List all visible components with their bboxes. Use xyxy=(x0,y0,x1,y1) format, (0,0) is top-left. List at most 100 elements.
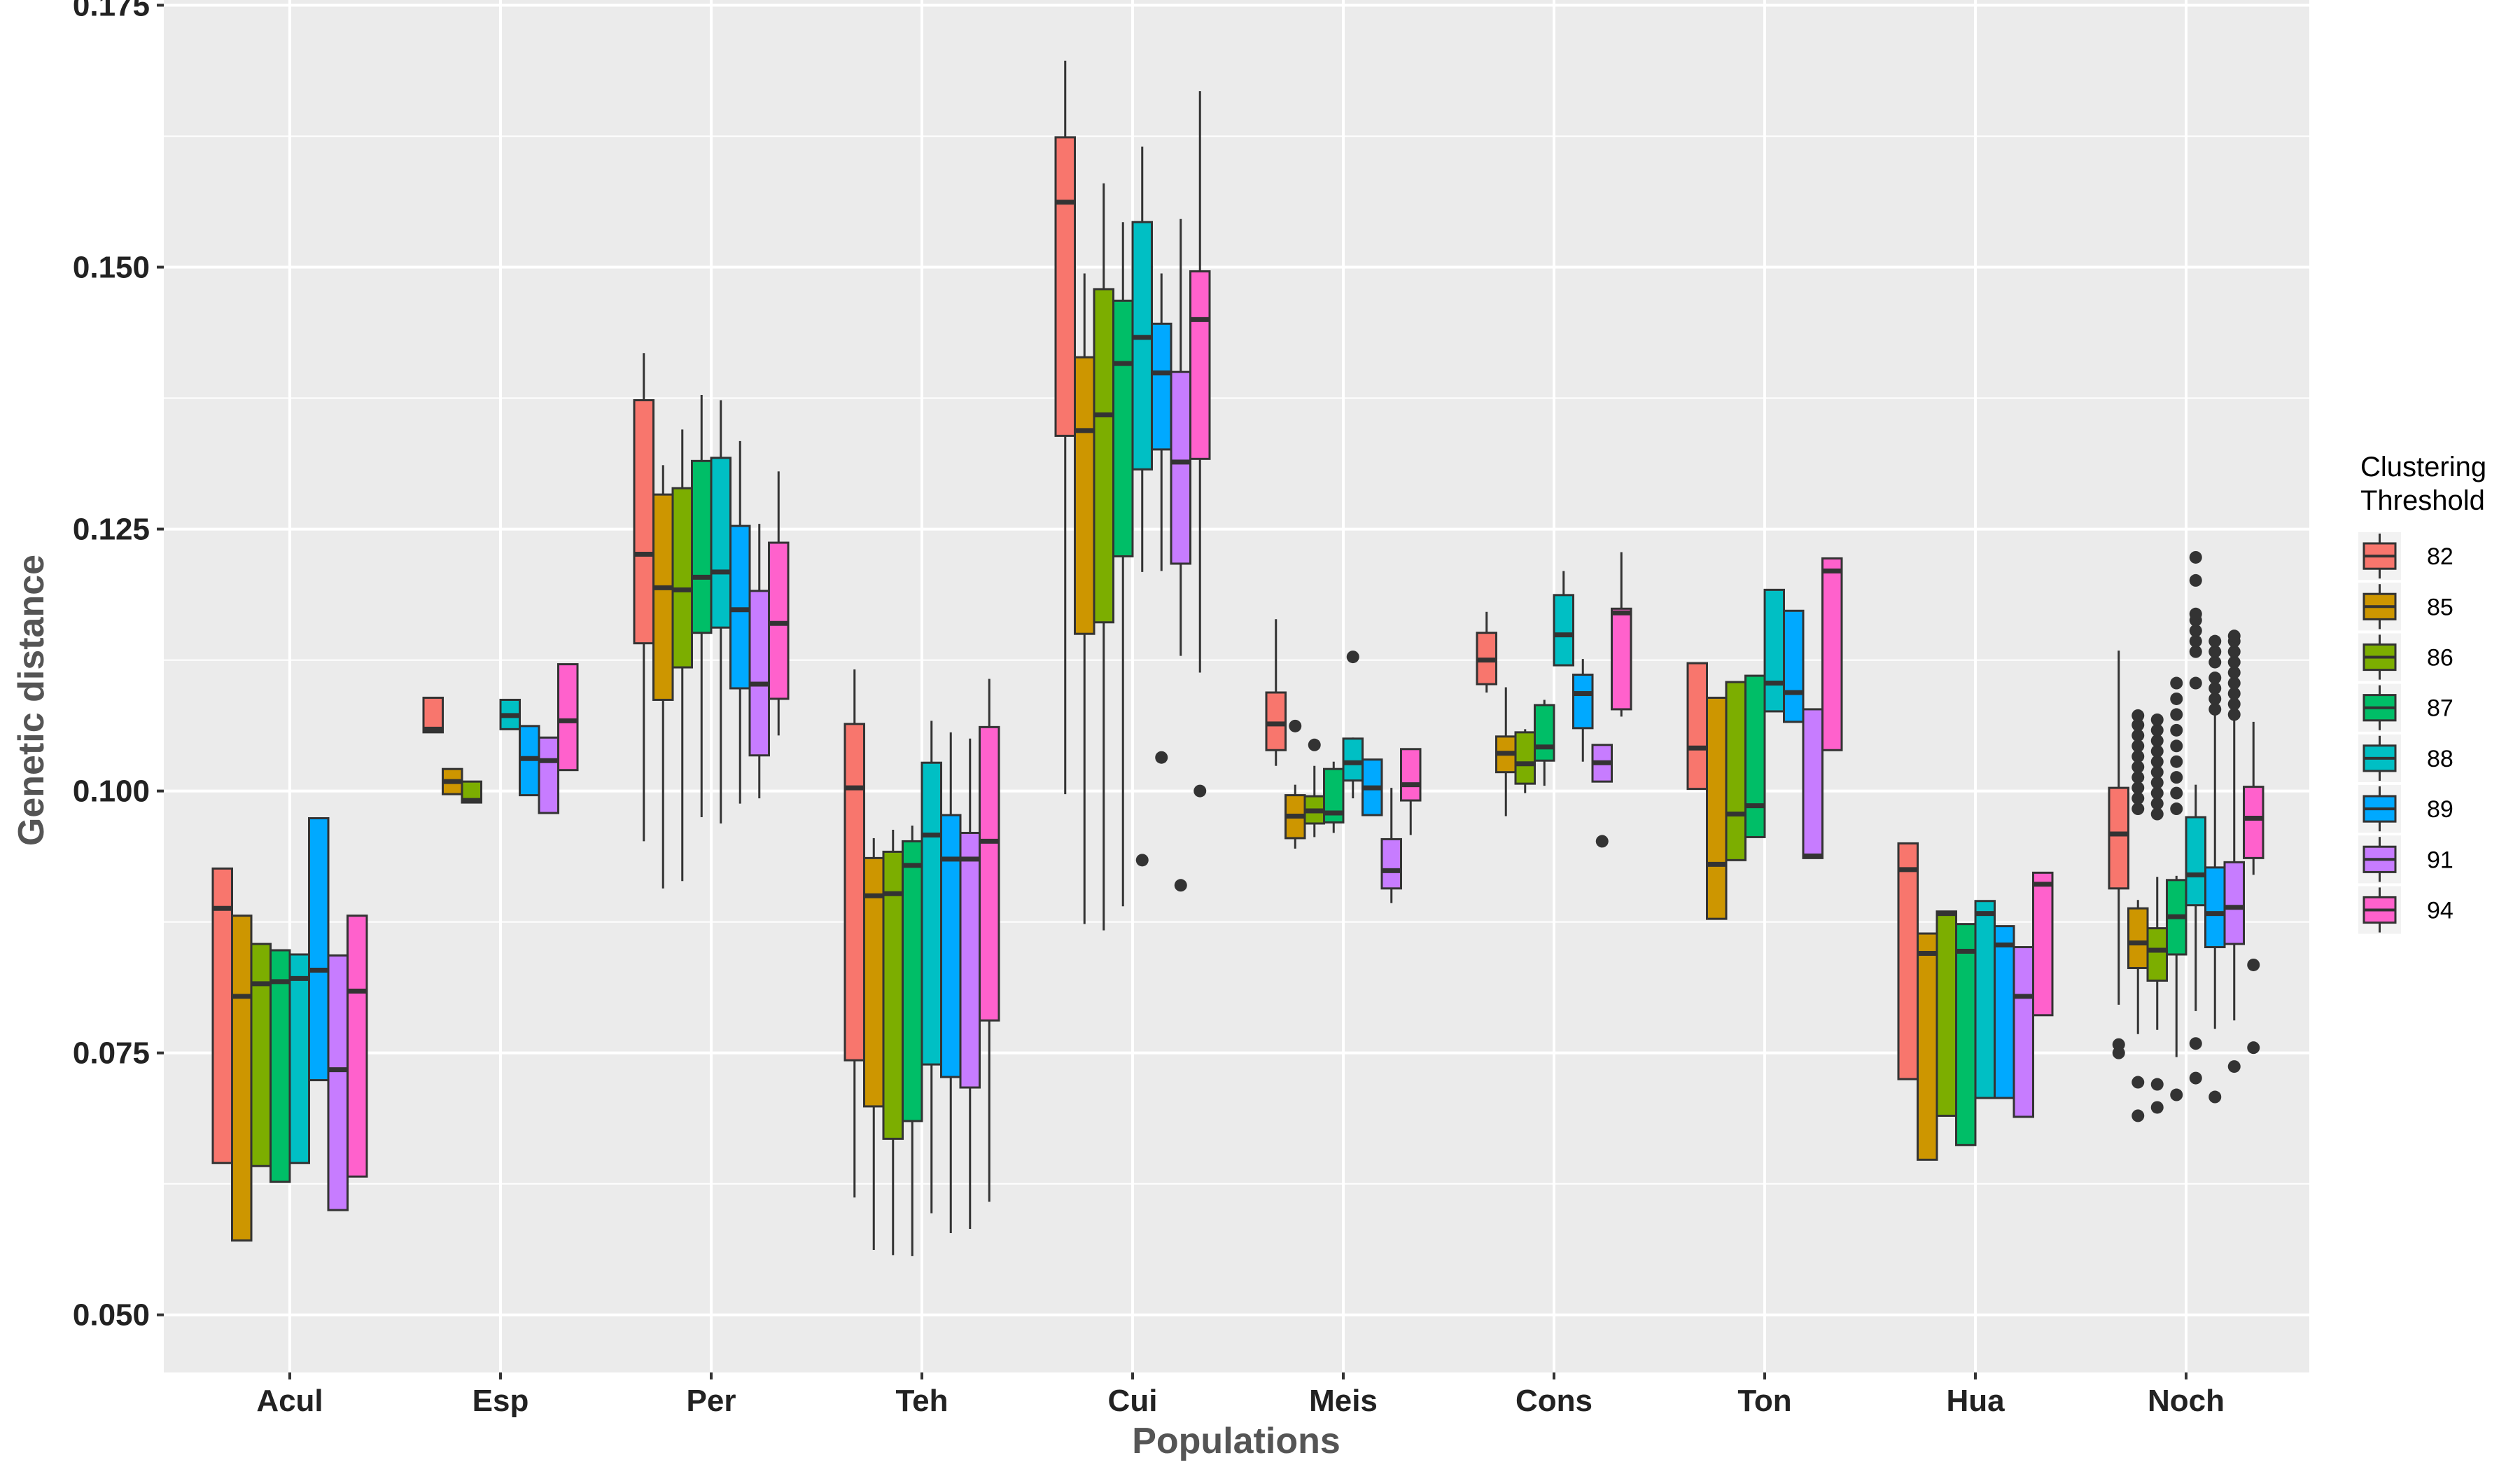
box-body xyxy=(1074,356,1096,635)
outlier-point xyxy=(2189,1037,2202,1050)
outlier-point xyxy=(1135,854,1149,867)
series-94 xyxy=(346,91,2264,1202)
y-tick-label: 0.100 xyxy=(73,774,150,809)
outlier-point xyxy=(2170,739,2183,753)
outlier-point xyxy=(1194,784,1207,798)
box-body xyxy=(2243,786,2264,859)
outlier-point xyxy=(2227,655,2241,669)
box-Ton-91 xyxy=(1802,708,1823,859)
legend-item-87: 87 xyxy=(2358,683,2454,732)
outlier-point xyxy=(2208,702,2222,716)
y-tick-label: 0.075 xyxy=(73,1036,150,1071)
legend-item-85: 85 xyxy=(2358,583,2454,631)
plot-panel xyxy=(164,0,2309,1372)
legend-label: 89 xyxy=(2427,796,2454,823)
box-Noch-94 xyxy=(2243,721,2264,1055)
x-tick-label: Cui xyxy=(1108,1384,1158,1418)
box-Hua-86 xyxy=(1935,910,1957,1117)
box-body xyxy=(1534,704,1555,762)
box-body xyxy=(633,399,654,645)
box-body xyxy=(1917,932,1938,1161)
outlier-point xyxy=(2132,718,2145,732)
legend-label: 87 xyxy=(2427,695,2454,722)
box-body xyxy=(1342,737,1364,782)
legend-item-94: 94 xyxy=(2358,886,2454,934)
outlier-point xyxy=(2208,645,2222,658)
box-body xyxy=(1802,708,1823,859)
box-Cons-85 xyxy=(1495,687,1517,816)
box-Acul-87 xyxy=(270,949,291,1183)
outlier-point xyxy=(2170,723,2183,737)
legend-item-88: 88 xyxy=(2358,734,2454,782)
box-Cui-86 xyxy=(1093,183,1114,931)
outlier-point xyxy=(2208,655,2222,669)
box-Esp-94 xyxy=(557,663,579,772)
box-body xyxy=(1093,288,1114,624)
legend-item-82: 82 xyxy=(2358,532,2454,580)
y-tick-label: 0.150 xyxy=(73,251,150,285)
box-Per-85 xyxy=(652,465,674,889)
box-Esp-89 xyxy=(519,725,540,797)
x-tick-label: Hua xyxy=(1946,1384,2005,1418)
box-Cui-85 xyxy=(1074,273,1096,924)
box-body xyxy=(748,590,770,757)
box-Cons-87 xyxy=(1534,700,1555,786)
box-body xyxy=(1265,691,1287,751)
box-Ton-88 xyxy=(1763,588,1785,713)
series-87 xyxy=(270,222,2188,1256)
outlier-point xyxy=(2227,697,2241,711)
outlier-point xyxy=(1289,719,1302,732)
outlier-point xyxy=(2170,676,2183,690)
box-body xyxy=(1112,299,1134,557)
box-Per-86 xyxy=(671,429,693,882)
box-Cui-87 xyxy=(1112,222,1134,907)
outlier-point xyxy=(2132,739,2145,753)
box-Ton-89 xyxy=(1783,609,1805,723)
series-91 xyxy=(327,218,2245,1230)
outlier-point xyxy=(2189,634,2202,648)
box-Acul-89 xyxy=(308,817,330,1082)
outlier-point xyxy=(2150,755,2164,768)
box-body xyxy=(671,487,693,669)
legend-item-91: 91 xyxy=(2358,835,2454,884)
box-body xyxy=(2012,946,2034,1118)
box-body xyxy=(691,459,713,634)
outlier-point xyxy=(2208,1090,2222,1104)
box-body xyxy=(231,915,253,1242)
outlier-point xyxy=(2227,676,2241,690)
box-body xyxy=(1380,837,1402,890)
legend-label: 86 xyxy=(2427,645,2454,672)
legend-label: 94 xyxy=(2427,898,2454,924)
box-body xyxy=(1744,674,1766,838)
y-tick-label: 0.050 xyxy=(73,1298,150,1333)
outlier-point xyxy=(2247,1041,2260,1055)
box-Hua-91 xyxy=(2012,946,2034,1118)
legend-label: 82 xyxy=(2427,543,2454,570)
box-Acul-86 xyxy=(250,943,272,1167)
outlier-point xyxy=(2170,786,2183,800)
box-Cons-82 xyxy=(1476,611,1497,693)
box-Noch-91 xyxy=(2223,630,2245,1073)
box-Hua-82 xyxy=(1897,842,1919,1080)
outlier-point xyxy=(2227,708,2241,721)
box-Per-87 xyxy=(691,395,713,818)
x-tick-label: Noch xyxy=(2148,1384,2225,1418)
box-Teh-82 xyxy=(844,669,865,1198)
outlier-point xyxy=(2189,573,2202,587)
outlier-point xyxy=(2132,792,2145,805)
box-body xyxy=(1054,136,1076,437)
box-Meis-91 xyxy=(1380,788,1402,903)
x-tick-label: Teh xyxy=(896,1384,948,1418)
box-Cui-94 xyxy=(1189,91,1211,798)
box-body xyxy=(2185,816,2206,907)
box-Cons-91 xyxy=(1591,744,1613,848)
x-tick-label: Esp xyxy=(472,1384,529,1418)
box-body xyxy=(1706,696,1728,920)
legend-title: Clustering xyxy=(2360,452,2486,482)
box-body xyxy=(2146,927,2168,982)
box-Meis-88 xyxy=(1342,651,1364,799)
box-body xyxy=(959,831,981,1089)
box-body xyxy=(979,725,1000,1022)
